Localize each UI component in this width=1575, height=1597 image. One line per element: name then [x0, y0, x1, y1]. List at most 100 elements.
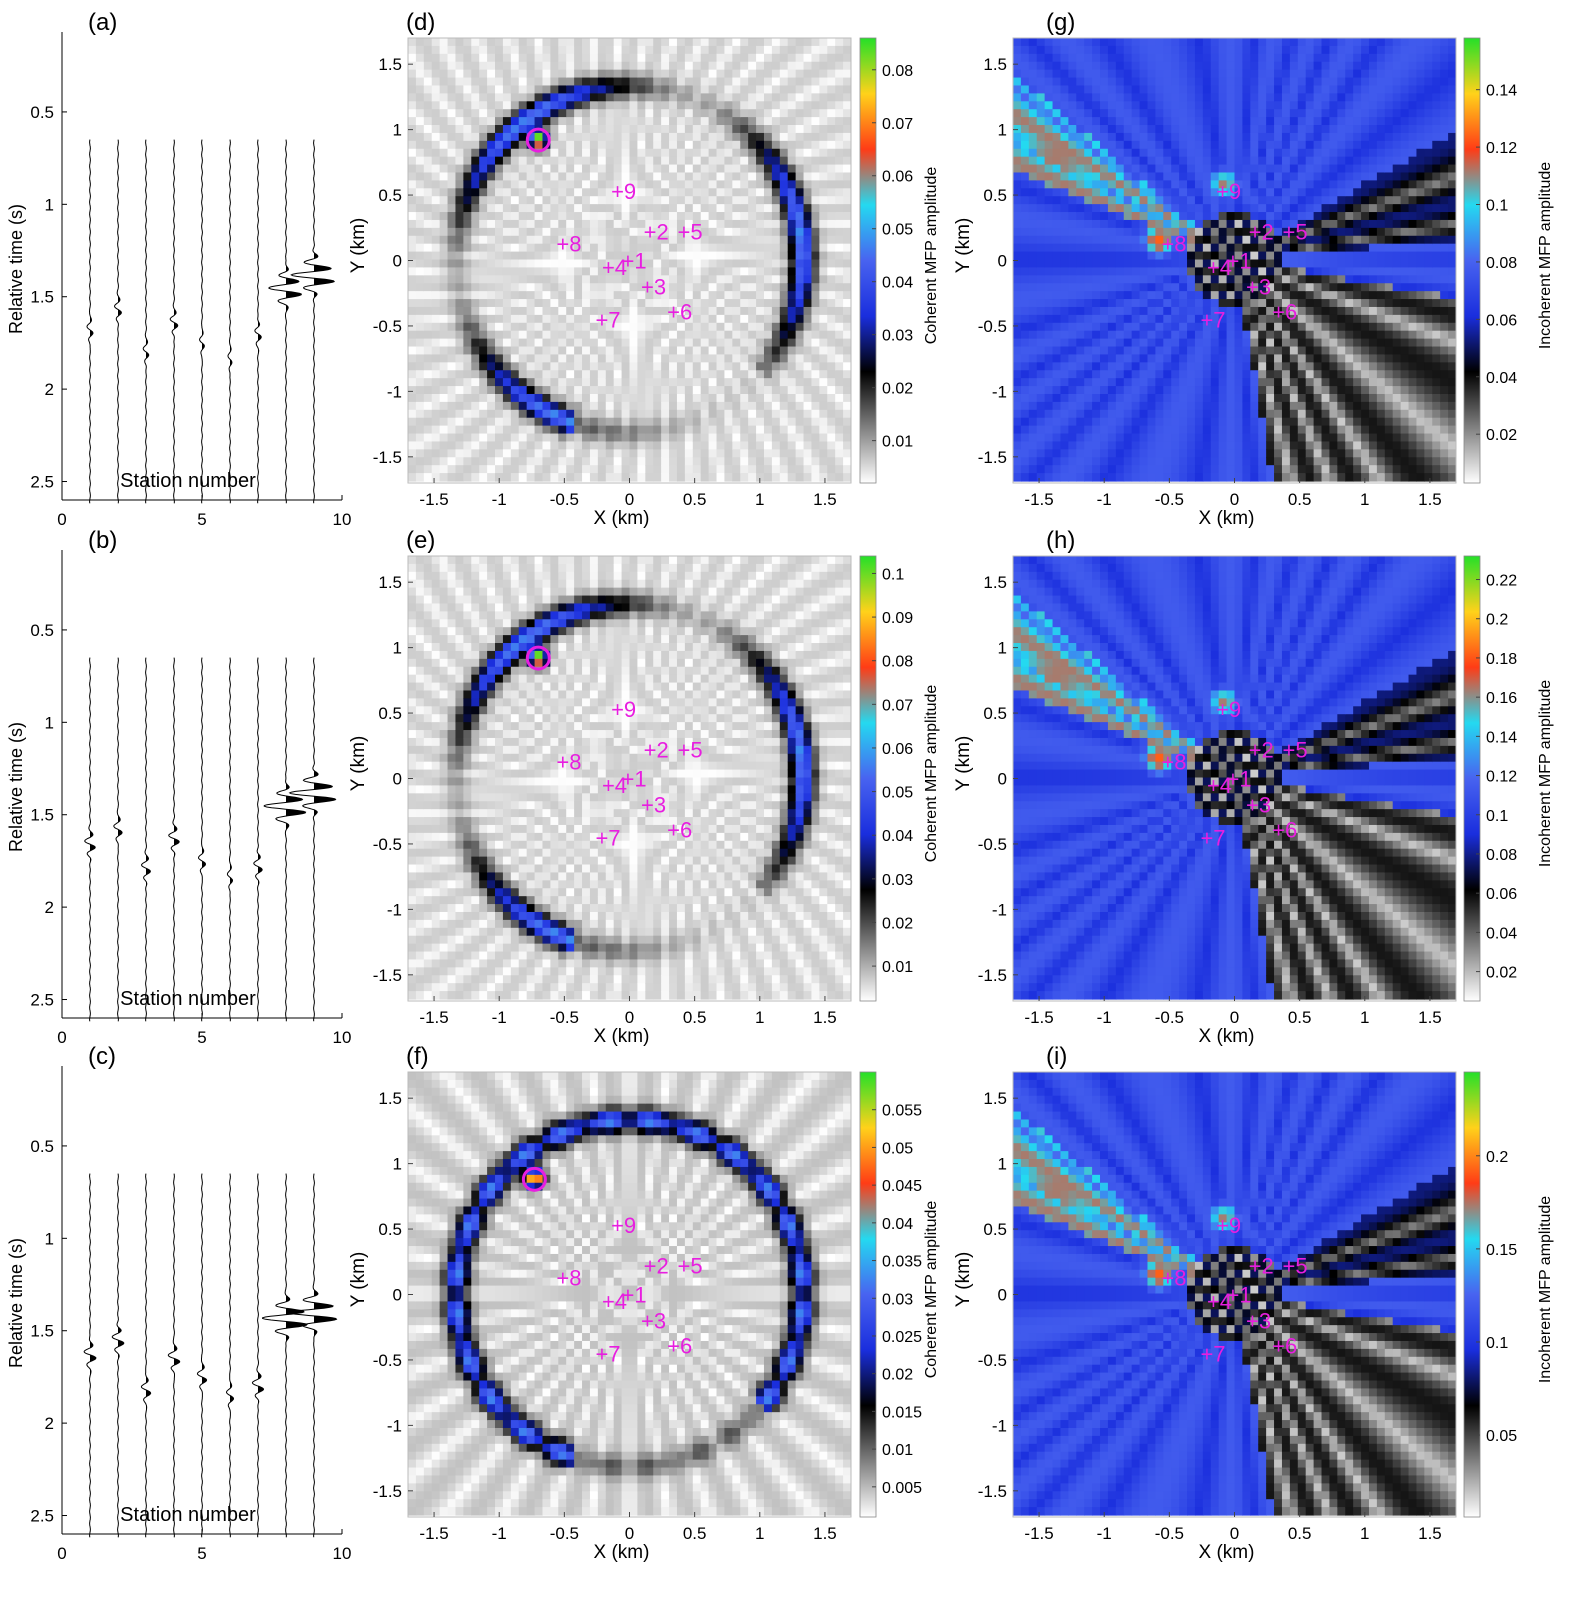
heat-cell — [447, 227, 457, 237]
heat-cell — [1179, 465, 1188, 474]
heat-cell — [1044, 85, 1054, 94]
heat-cell — [1068, 299, 1077, 308]
heat-cell — [1163, 417, 1172, 427]
heat-cell — [558, 132, 567, 142]
heat-cell — [502, 180, 512, 189]
heat-cell — [455, 330, 464, 340]
heat-cell — [1194, 283, 1204, 292]
heat-cell — [471, 132, 480, 142]
heat-cell — [415, 227, 425, 237]
heat-cell — [740, 69, 749, 79]
heat-cell — [835, 393, 844, 403]
heat-cell — [1131, 259, 1141, 269]
heat-cell — [740, 243, 749, 253]
heat-cell — [558, 322, 567, 332]
heat-cell — [708, 148, 718, 158]
heat-cell — [1060, 378, 1069, 387]
heat-cell — [487, 314, 496, 324]
heat-cell — [716, 243, 726, 253]
heat-cell — [1210, 188, 1220, 197]
heat-cell — [582, 61, 591, 71]
heat-cell — [732, 465, 741, 474]
heat-cell — [455, 306, 464, 316]
heat-cell — [700, 267, 710, 276]
heat-cell — [1194, 219, 1204, 229]
heat-cell — [827, 386, 836, 395]
heat-cell — [1139, 156, 1149, 166]
heat-cell — [1020, 53, 1030, 63]
heat-cell — [771, 425, 781, 435]
heat-cell — [582, 417, 591, 427]
heat-cell — [1155, 148, 1164, 158]
heat-cell — [502, 354, 512, 363]
heat-cell — [827, 457, 836, 466]
heat-cell — [1131, 370, 1141, 379]
heat-cell — [771, 109, 781, 118]
heat-cell — [732, 322, 741, 332]
heat-cell — [716, 53, 726, 63]
heat-cell — [589, 117, 599, 126]
heat-cell — [1115, 409, 1125, 419]
heat-cell — [605, 227, 615, 237]
heat-cell — [605, 53, 615, 63]
heat-cell — [803, 243, 813, 253]
heat-cell — [1060, 212, 1069, 221]
heat-cell — [1179, 457, 1188, 466]
heat-cell — [1194, 409, 1204, 419]
heat-cell — [1163, 132, 1172, 142]
heat-cell — [716, 251, 726, 261]
heat-cell — [795, 306, 805, 316]
heat-cell — [1250, 299, 1259, 308]
heat-cell — [1218, 362, 1228, 371]
heat-cell — [653, 417, 662, 427]
heat-cell — [566, 117, 575, 126]
heat-cell — [700, 473, 710, 482]
heat-cell — [574, 457, 583, 466]
heat-cell — [1187, 465, 1196, 474]
heat-cell — [1100, 449, 1109, 458]
heat-cell — [835, 386, 844, 395]
heat-cell — [589, 180, 599, 189]
heat-cell — [589, 473, 599, 482]
heat-cell — [732, 386, 741, 395]
heat-cell — [526, 93, 536, 102]
heat-cell — [471, 378, 480, 387]
heat-cell — [1179, 61, 1188, 71]
heat-cell — [510, 267, 520, 276]
heat-cell — [1226, 417, 1236, 427]
heat-cell — [1092, 433, 1101, 443]
heat-cell — [510, 275, 520, 284]
heat-cell — [558, 140, 567, 150]
heat-cell — [740, 156, 749, 166]
heat-cell — [740, 204, 749, 213]
heat-cell — [661, 425, 670, 435]
heat-cell — [597, 125, 607, 134]
heat-cell — [423, 465, 433, 474]
heat-cell — [1171, 69, 1180, 79]
heat-cell — [1107, 140, 1117, 150]
heat-cell — [455, 433, 464, 443]
heat-cell — [566, 275, 575, 284]
heat-cell — [716, 441, 726, 450]
heat-cell — [613, 188, 623, 197]
heat-cell — [510, 393, 520, 403]
heat-cell — [1115, 93, 1125, 102]
heat-cell — [1107, 188, 1117, 197]
heat-cell — [771, 227, 781, 237]
heat-cell — [1115, 132, 1125, 142]
heat-cell — [1202, 346, 1212, 356]
heat-cell — [534, 433, 544, 443]
heat-cell — [439, 378, 449, 387]
heat-cell — [471, 180, 480, 189]
heat-cell — [1139, 61, 1149, 71]
heat-cell — [455, 378, 464, 387]
heat-cell — [1036, 196, 1046, 205]
heat-cell — [439, 38, 449, 47]
heat-cell — [653, 322, 662, 332]
heat-cell — [819, 180, 828, 189]
heat-cell — [1242, 125, 1251, 134]
heat-cell — [692, 409, 702, 419]
heat-cell — [732, 457, 741, 466]
heat-cell — [408, 101, 417, 110]
heat-cell — [455, 267, 464, 276]
